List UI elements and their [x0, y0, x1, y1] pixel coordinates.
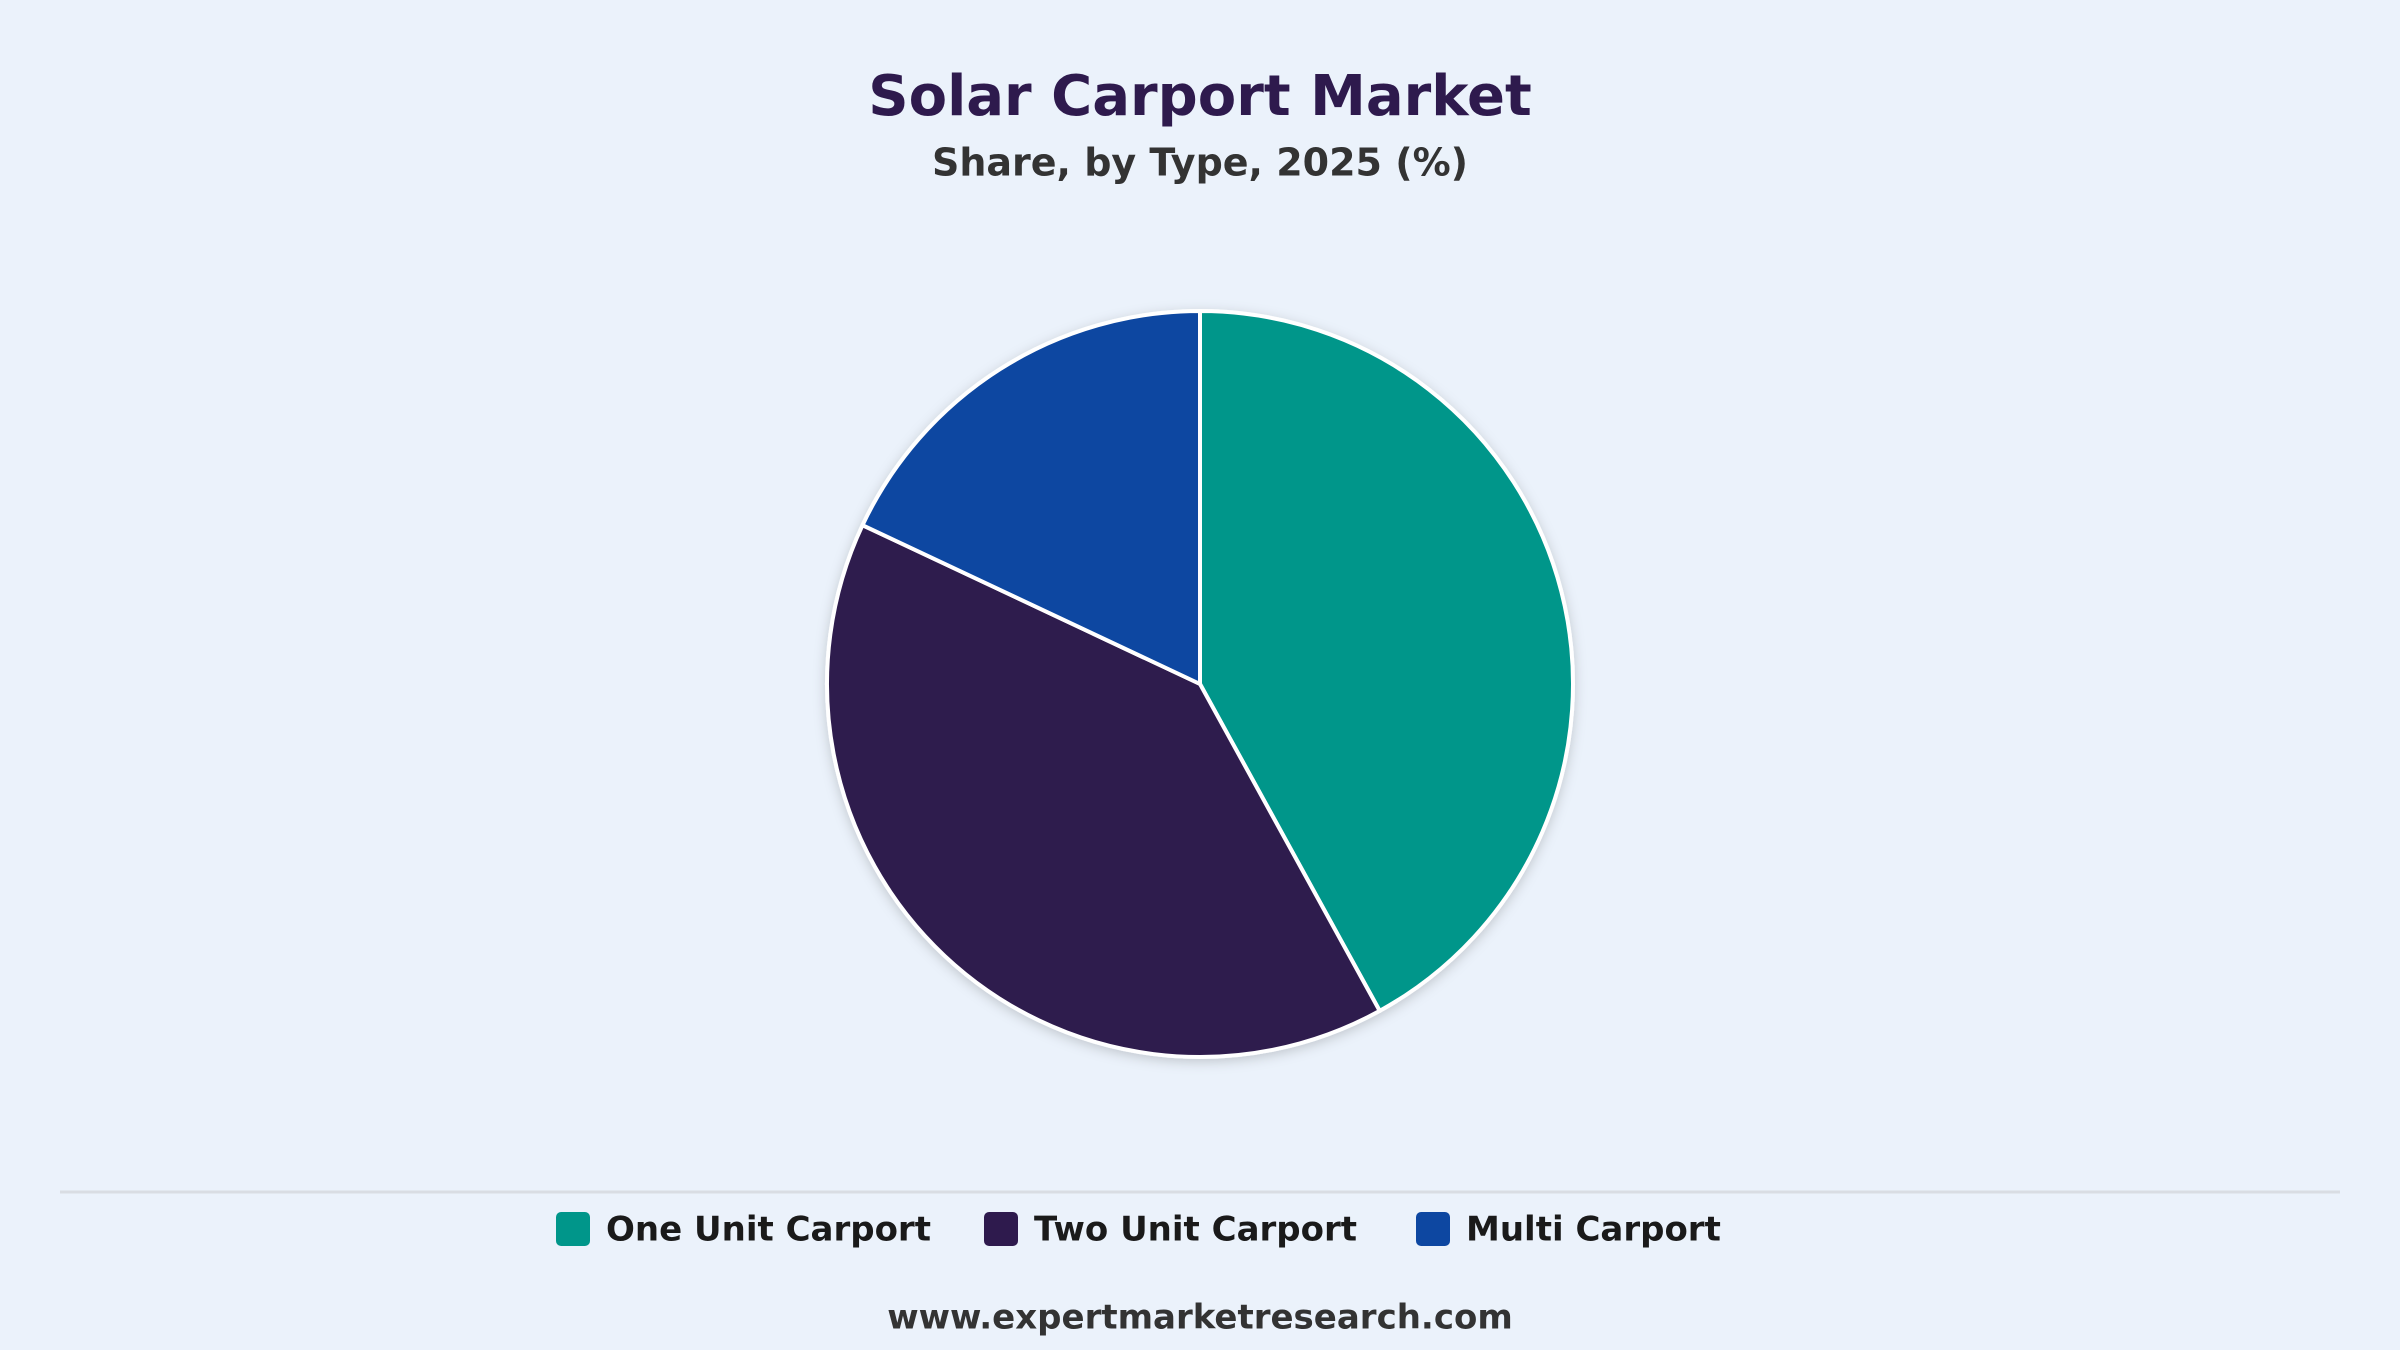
chart-title: Solar Carport Market: [868, 64, 1531, 129]
legend: One Unit Carport Two Unit Carport Multi Ca…: [556, 1210, 1721, 1250]
legend-label: One Unit Carport: [606, 1210, 931, 1250]
legend-label: Two Unit Carport: [1034, 1210, 1357, 1250]
pie-slice: [1198, 309, 1575, 1013]
legend-swatch: [1416, 1212, 1450, 1246]
chart-subtitle: Share, by Type, 2025 (%): [932, 141, 1468, 185]
pie-slice: [825, 523, 1382, 1059]
pie-slice: [860, 309, 1202, 686]
legend-swatch: [984, 1212, 1018, 1246]
source: www.expertmarketresearch.com: [887, 1298, 1513, 1338]
legend-swatch: [556, 1212, 590, 1246]
pie: [825, 309, 1575, 1059]
legend-label: Multi Carport: [1466, 1210, 1721, 1250]
